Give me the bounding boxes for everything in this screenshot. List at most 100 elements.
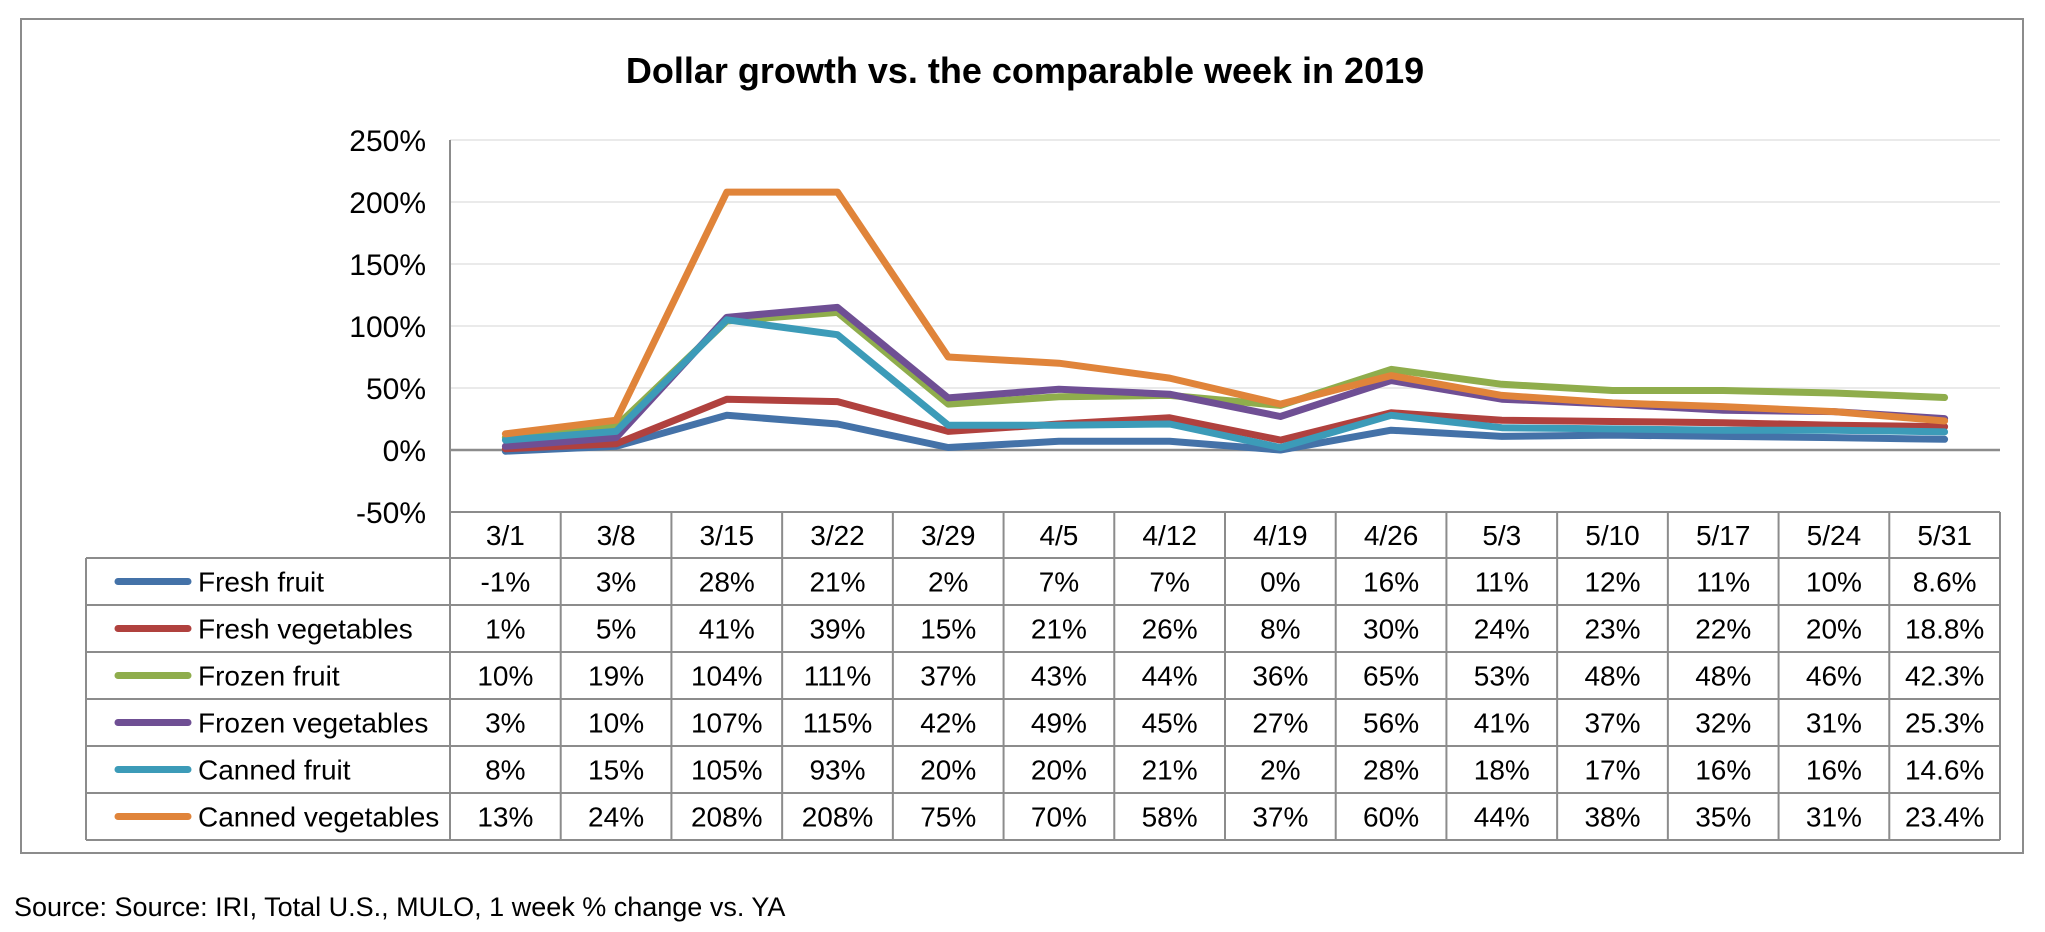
data-label: 75% — [920, 802, 976, 833]
data-label: 46% — [1806, 661, 1862, 692]
data-label: 11% — [1696, 567, 1750, 598]
data-label: 3% — [596, 567, 636, 598]
series-line-fresh-vegetables — [501, 395, 1949, 453]
data-label: 7% — [1039, 567, 1079, 598]
data-label: 12% — [1584, 567, 1640, 598]
data-label: 31% — [1806, 708, 1862, 739]
gridlines — [450, 139, 2000, 513]
legend-label: Fresh vegetables — [198, 614, 413, 645]
x-category-label: 3/22 — [810, 520, 865, 551]
data-label: 16% — [1806, 755, 1862, 786]
data-label: 32% — [1695, 708, 1751, 739]
data-label: 2% — [928, 567, 968, 598]
data-label: 44% — [1474, 802, 1530, 833]
data-table: 3/1 3/8 3/15 3/22 3/29 4/5 4/12 4/19 4/26 5/3 5/10… — [85, 511, 2001, 841]
data-label: 1% — [485, 614, 525, 645]
data-label: 25.3% — [1905, 708, 1984, 739]
data-label: 15% — [588, 755, 644, 786]
x-category-label: 5/17 — [1696, 520, 1751, 551]
data-label: 38% — [1584, 802, 1640, 833]
data-label: 8% — [485, 755, 525, 786]
x-category-label: 4/26 — [1364, 520, 1419, 551]
y-tick-label: 250% — [349, 125, 426, 158]
data-label: 35% — [1695, 802, 1751, 833]
data-label: 23% — [1584, 614, 1640, 645]
data-label: 30% — [1363, 614, 1419, 645]
data-label: 39% — [809, 614, 865, 645]
y-tick-label: 200% — [349, 187, 426, 220]
data-label: 16% — [1363, 567, 1419, 598]
data-label: 65% — [1363, 661, 1419, 692]
data-label: 7% — [1149, 567, 1189, 598]
data-label: 37% — [1252, 802, 1308, 833]
data-label: 3% — [485, 708, 525, 739]
data-label: 8% — [1260, 614, 1300, 645]
data-label: 104% — [691, 661, 763, 692]
legend-label: Canned vegetables — [198, 802, 439, 833]
series-line-canned-vegetables — [501, 188, 1949, 438]
data-label: 49% — [1031, 708, 1087, 739]
data-label: 58% — [1142, 802, 1198, 833]
data-label: 22% — [1695, 614, 1751, 645]
chart-title: Dollar growth vs. the comparable week in… — [626, 50, 1424, 91]
data-label: 36% — [1252, 661, 1308, 692]
data-label: 37% — [1584, 708, 1640, 739]
x-category-label: 4/19 — [1253, 520, 1308, 551]
data-label: 10% — [1806, 567, 1862, 598]
data-label: 43% — [1031, 661, 1087, 692]
data-label: 208% — [802, 802, 874, 833]
x-category-label: 3/29 — [921, 520, 976, 551]
data-label: 42.3% — [1905, 661, 1984, 692]
data-label: 41% — [1474, 708, 1530, 739]
y-tick-label: 150% — [349, 249, 426, 282]
data-label: 23.4% — [1905, 802, 1984, 833]
data-label: 18.8% — [1905, 614, 1984, 645]
x-category-label: 5/3 — [1482, 520, 1521, 551]
data-label: -1% — [480, 567, 530, 598]
data-label: 20% — [1806, 614, 1862, 645]
legend-label: Frozen vegetables — [198, 708, 428, 739]
data-label: 60% — [1363, 802, 1419, 833]
data-label: 20% — [920, 755, 976, 786]
data-label: 19% — [588, 661, 644, 692]
y-tick-label: 100% — [349, 311, 426, 344]
y-tick-label: 50% — [366, 373, 426, 406]
data-label: 13% — [477, 802, 533, 833]
data-label: 26% — [1142, 614, 1198, 645]
x-category-label: 3/15 — [700, 520, 755, 551]
data-label: 11% — [1475, 567, 1529, 598]
series-line-canned-fruit — [501, 316, 1949, 451]
x-category-label: 4/5 — [1039, 520, 1078, 551]
data-label: 15% — [920, 614, 976, 645]
x-category-label: 4/12 — [1142, 520, 1197, 551]
data-label: 105% — [691, 755, 763, 786]
data-label: 18% — [1474, 755, 1530, 786]
y-tick-label: 0% — [383, 435, 426, 468]
data-label: 21% — [1031, 614, 1087, 645]
line-chart: Dollar growth vs. the comparable week in… — [85, 50, 2001, 841]
data-label: 28% — [699, 567, 755, 598]
data-label: 5% — [596, 614, 636, 645]
chart-frame: Dollar growth vs. the comparable week in… — [20, 18, 2024, 854]
data-label: 14.6% — [1905, 755, 1984, 786]
data-label: 24% — [1474, 614, 1530, 645]
data-label: 41% — [699, 614, 755, 645]
data-label: 0% — [1260, 567, 1300, 598]
zero-axis — [449, 140, 2000, 512]
data-label: 8.6% — [1913, 567, 1977, 598]
data-label: 93% — [809, 755, 865, 786]
data-label: 2% — [1260, 755, 1300, 786]
legend-label: Frozen fruit — [198, 661, 340, 692]
data-label: 56% — [1363, 708, 1419, 739]
x-category-label: 5/31 — [1917, 520, 1972, 551]
data-label: 111% — [804, 661, 871, 692]
data-label: 10% — [588, 708, 644, 739]
y-tick-label: -50% — [356, 497, 426, 530]
y-axis-tick-labels: -50% 0% 50% 100% 150% 200% 250% — [349, 125, 426, 530]
data-label: 37% — [920, 661, 976, 692]
data-label: 44% — [1142, 661, 1198, 692]
data-label: 24% — [588, 802, 644, 833]
data-label: 31% — [1806, 802, 1862, 833]
legend-label: Fresh fruit — [198, 567, 324, 598]
source-note: Source: Source: IRI, Total U.S., MULO, 1… — [14, 892, 786, 922]
